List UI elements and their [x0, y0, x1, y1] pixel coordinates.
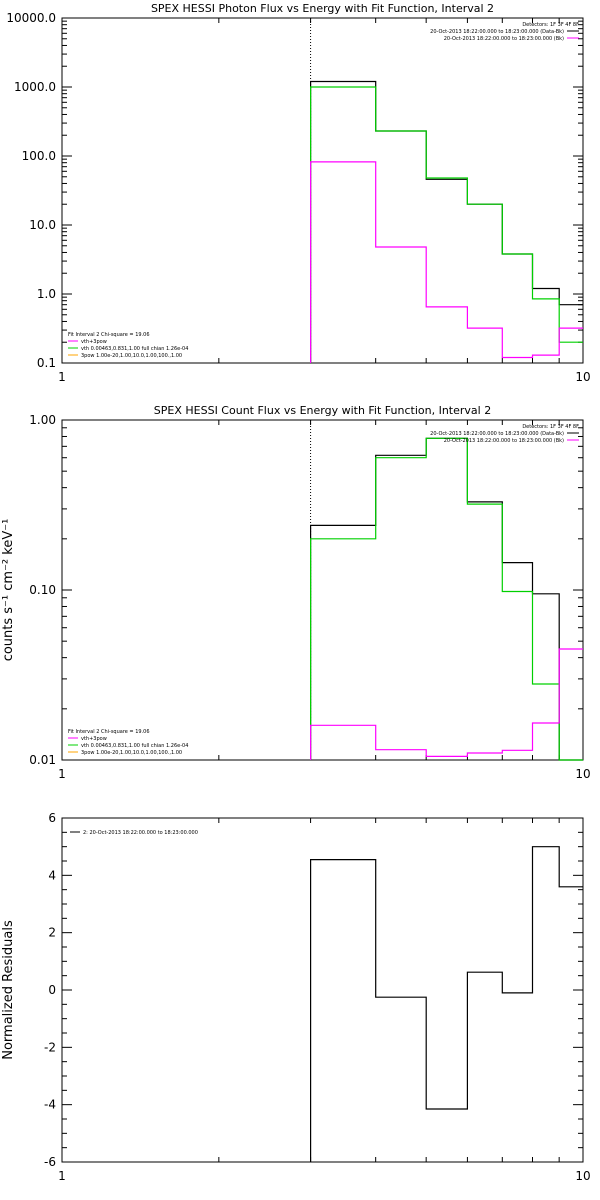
legend-entry: 20-Oct-2013 18:22:00.000 to 18:23:00.000… [444, 438, 564, 444]
legend-entry: 3pow 1.00e-20,1.00,10.0,1.00,100.,1.00 [81, 353, 182, 359]
series-line-3 [310, 161, 583, 363]
chart-panel-3: 1 10 6 4 2 0 -2 -4 -6 Normalized Residuals 2: 20-O… [1, 811, 591, 1183]
legend-entry: 3pow 1.00e-20,1.00,10.0,1.00,100.,1.00 [81, 750, 182, 756]
legend-entry: 20-Oct-2013 18:22:00.000 to 18:23:00.000… [430, 29, 564, 35]
series-line-1 [310, 846, 583, 1162]
chart-title: SPEX HESSI Photon Flux vs Energy with Fi… [151, 2, 494, 15]
series-line-2 [310, 437, 583, 761]
legend-entry: 20-Oct-2013 18:22:00.000 to 18:23:00.000… [444, 36, 564, 42]
y-tick-label: 1.0 [37, 287, 56, 301]
y-tick-label: -4 [44, 1098, 56, 1112]
series-line-3 [310, 648, 583, 760]
y-tick-label: 0.10 [29, 583, 56, 597]
y-tick-label: 10.0 [29, 218, 56, 232]
chart-panel-2: SPEX HESSI Count Flux vs Energy with Fit… [1, 404, 591, 781]
x-tick-label: 1 [58, 1169, 66, 1183]
plot-frame [61, 17, 584, 364]
y-tick-label: 1.00 [29, 413, 56, 427]
legend-entry: 2: 20-Oct-2013 18:22:00.000 to 18:23:00.… [83, 830, 198, 836]
y-axis-label: counts s⁻¹ cm⁻² keV⁻¹ [1, 519, 16, 662]
legend-entry: vth 0.00463,0.831,1.00 full chian 1.26e-… [81, 346, 188, 352]
series-line-1 [310, 437, 583, 761]
legend-top-left: 2: 20-Oct-2013 18:22:00.000 to 18:23:00.… [70, 830, 198, 836]
legend-header: Fit Interval 2 Chi-square = 19.06 [68, 729, 150, 735]
legend-bottom-left: Fit Interval 2 Chi-square = 19.06vth+3po… [68, 332, 188, 359]
legend-header: Detectors: 1F 3F 4F 8F [522, 22, 579, 28]
legend-entry: vth+3pow [81, 339, 107, 345]
y-tick-label: 0.01 [29, 753, 56, 767]
legend-header: Fit Interval 2 Chi-square = 19.06 [68, 332, 150, 338]
y-tick-label: 0.1 [37, 356, 56, 370]
y-tick-label: 2 [48, 926, 56, 940]
y-tick-label: 6 [48, 811, 56, 825]
y-tick-label: -2 [44, 1040, 56, 1054]
series-line-1 [310, 80, 583, 363]
y-tick-label: -6 [44, 1155, 56, 1169]
legend-header: Detectors: 1F 3F 4F 8F [522, 424, 579, 430]
series-line-2 [310, 86, 583, 363]
legend-entry: vth 0.00463,0.831,1.00 full chian 1.26e-… [81, 743, 188, 749]
y-tick-label: 100.0 [22, 149, 56, 163]
y-tick-label: 1000.0 [14, 80, 56, 94]
y-tick-label: 4 [48, 868, 56, 882]
legend-entry: 20-Oct-2013 18:22:00.000 to 18:23:00.000… [430, 431, 564, 437]
y-axis-label: Normalized Residuals [1, 920, 16, 1060]
x-tick-label: 10 [575, 1169, 590, 1183]
legend-bottom-left: Fit Interval 2 Chi-square = 19.06vth+3po… [68, 729, 188, 756]
plot-frame [61, 419, 584, 761]
y-tick-label: 0 [48, 983, 56, 997]
x-tick-label: 10 [575, 767, 590, 781]
chart-panel-1: SPEX HESSI Photon Flux vs Energy with Fi… [6, 2, 590, 384]
x-tick-label: 1 [58, 370, 66, 384]
x-tick-label: 10 [575, 370, 590, 384]
y-tick-label: 10000.0 [6, 11, 56, 25]
plot-frame [61, 817, 584, 1163]
legend-entry: vth+3pow [81, 736, 107, 742]
chart-title: SPEX HESSI Count Flux vs Energy with Fit… [154, 404, 491, 417]
x-tick-label: 1 [58, 767, 66, 781]
